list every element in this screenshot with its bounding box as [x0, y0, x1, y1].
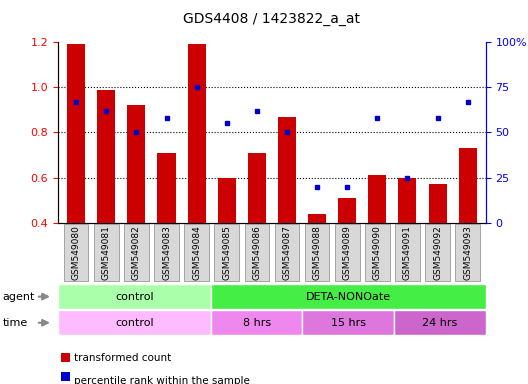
Text: control: control [115, 318, 154, 328]
Text: GSM549089: GSM549089 [343, 225, 352, 280]
Text: GSM549093: GSM549093 [463, 225, 472, 280]
Bar [97, 89, 115, 223]
Text: GSM549090: GSM549090 [373, 225, 382, 280]
Text: transformed count: transformed count [74, 353, 171, 362]
Bar [67, 45, 85, 223]
FancyBboxPatch shape [64, 224, 89, 281]
Bar [248, 153, 266, 223]
Bar [429, 184, 447, 223]
FancyBboxPatch shape [395, 224, 420, 281]
FancyBboxPatch shape [455, 224, 480, 281]
FancyBboxPatch shape [275, 224, 299, 281]
Bar [58, 284, 211, 309]
Text: time: time [3, 318, 28, 328]
Bar [211, 310, 303, 335]
FancyBboxPatch shape [244, 224, 269, 281]
Text: GSM549086: GSM549086 [252, 225, 261, 280]
Bar [303, 310, 394, 335]
Text: 15 hrs: 15 hrs [331, 318, 366, 328]
FancyBboxPatch shape [425, 224, 450, 281]
Bar [399, 177, 417, 223]
FancyBboxPatch shape [124, 224, 149, 281]
Bar [58, 310, 211, 335]
Text: GSM549085: GSM549085 [222, 225, 231, 280]
Text: GSM549084: GSM549084 [192, 225, 201, 280]
Bar [308, 214, 326, 223]
Bar [127, 105, 145, 223]
Text: GSM549091: GSM549091 [403, 225, 412, 280]
Bar [157, 153, 175, 223]
Bar [211, 284, 486, 309]
Bar [218, 177, 236, 223]
Bar [459, 148, 477, 223]
Bar [278, 117, 296, 223]
Text: 24 hrs: 24 hrs [422, 318, 458, 328]
Bar [187, 45, 206, 223]
Text: 8 hrs: 8 hrs [242, 318, 271, 328]
Text: GSM549088: GSM549088 [313, 225, 322, 280]
Text: GSM549087: GSM549087 [282, 225, 291, 280]
Text: GDS4408 / 1423822_a_at: GDS4408 / 1423822_a_at [183, 12, 361, 25]
Bar [394, 310, 486, 335]
FancyBboxPatch shape [94, 224, 119, 281]
Bar [338, 198, 356, 223]
FancyBboxPatch shape [214, 224, 239, 281]
Bar [369, 175, 386, 223]
FancyBboxPatch shape [365, 224, 390, 281]
FancyBboxPatch shape [154, 224, 179, 281]
Text: GSM549081: GSM549081 [102, 225, 111, 280]
Text: GSM549082: GSM549082 [132, 225, 141, 280]
Text: DETA-NONOate: DETA-NONOate [306, 291, 391, 302]
FancyBboxPatch shape [335, 224, 360, 281]
Text: percentile rank within the sample: percentile rank within the sample [74, 376, 250, 384]
Text: agent: agent [3, 291, 35, 302]
FancyBboxPatch shape [184, 224, 209, 281]
Text: GSM549092: GSM549092 [433, 225, 442, 280]
Text: GSM549080: GSM549080 [72, 225, 81, 280]
FancyBboxPatch shape [305, 224, 329, 281]
Text: control: control [115, 291, 154, 302]
Text: GSM549083: GSM549083 [162, 225, 171, 280]
